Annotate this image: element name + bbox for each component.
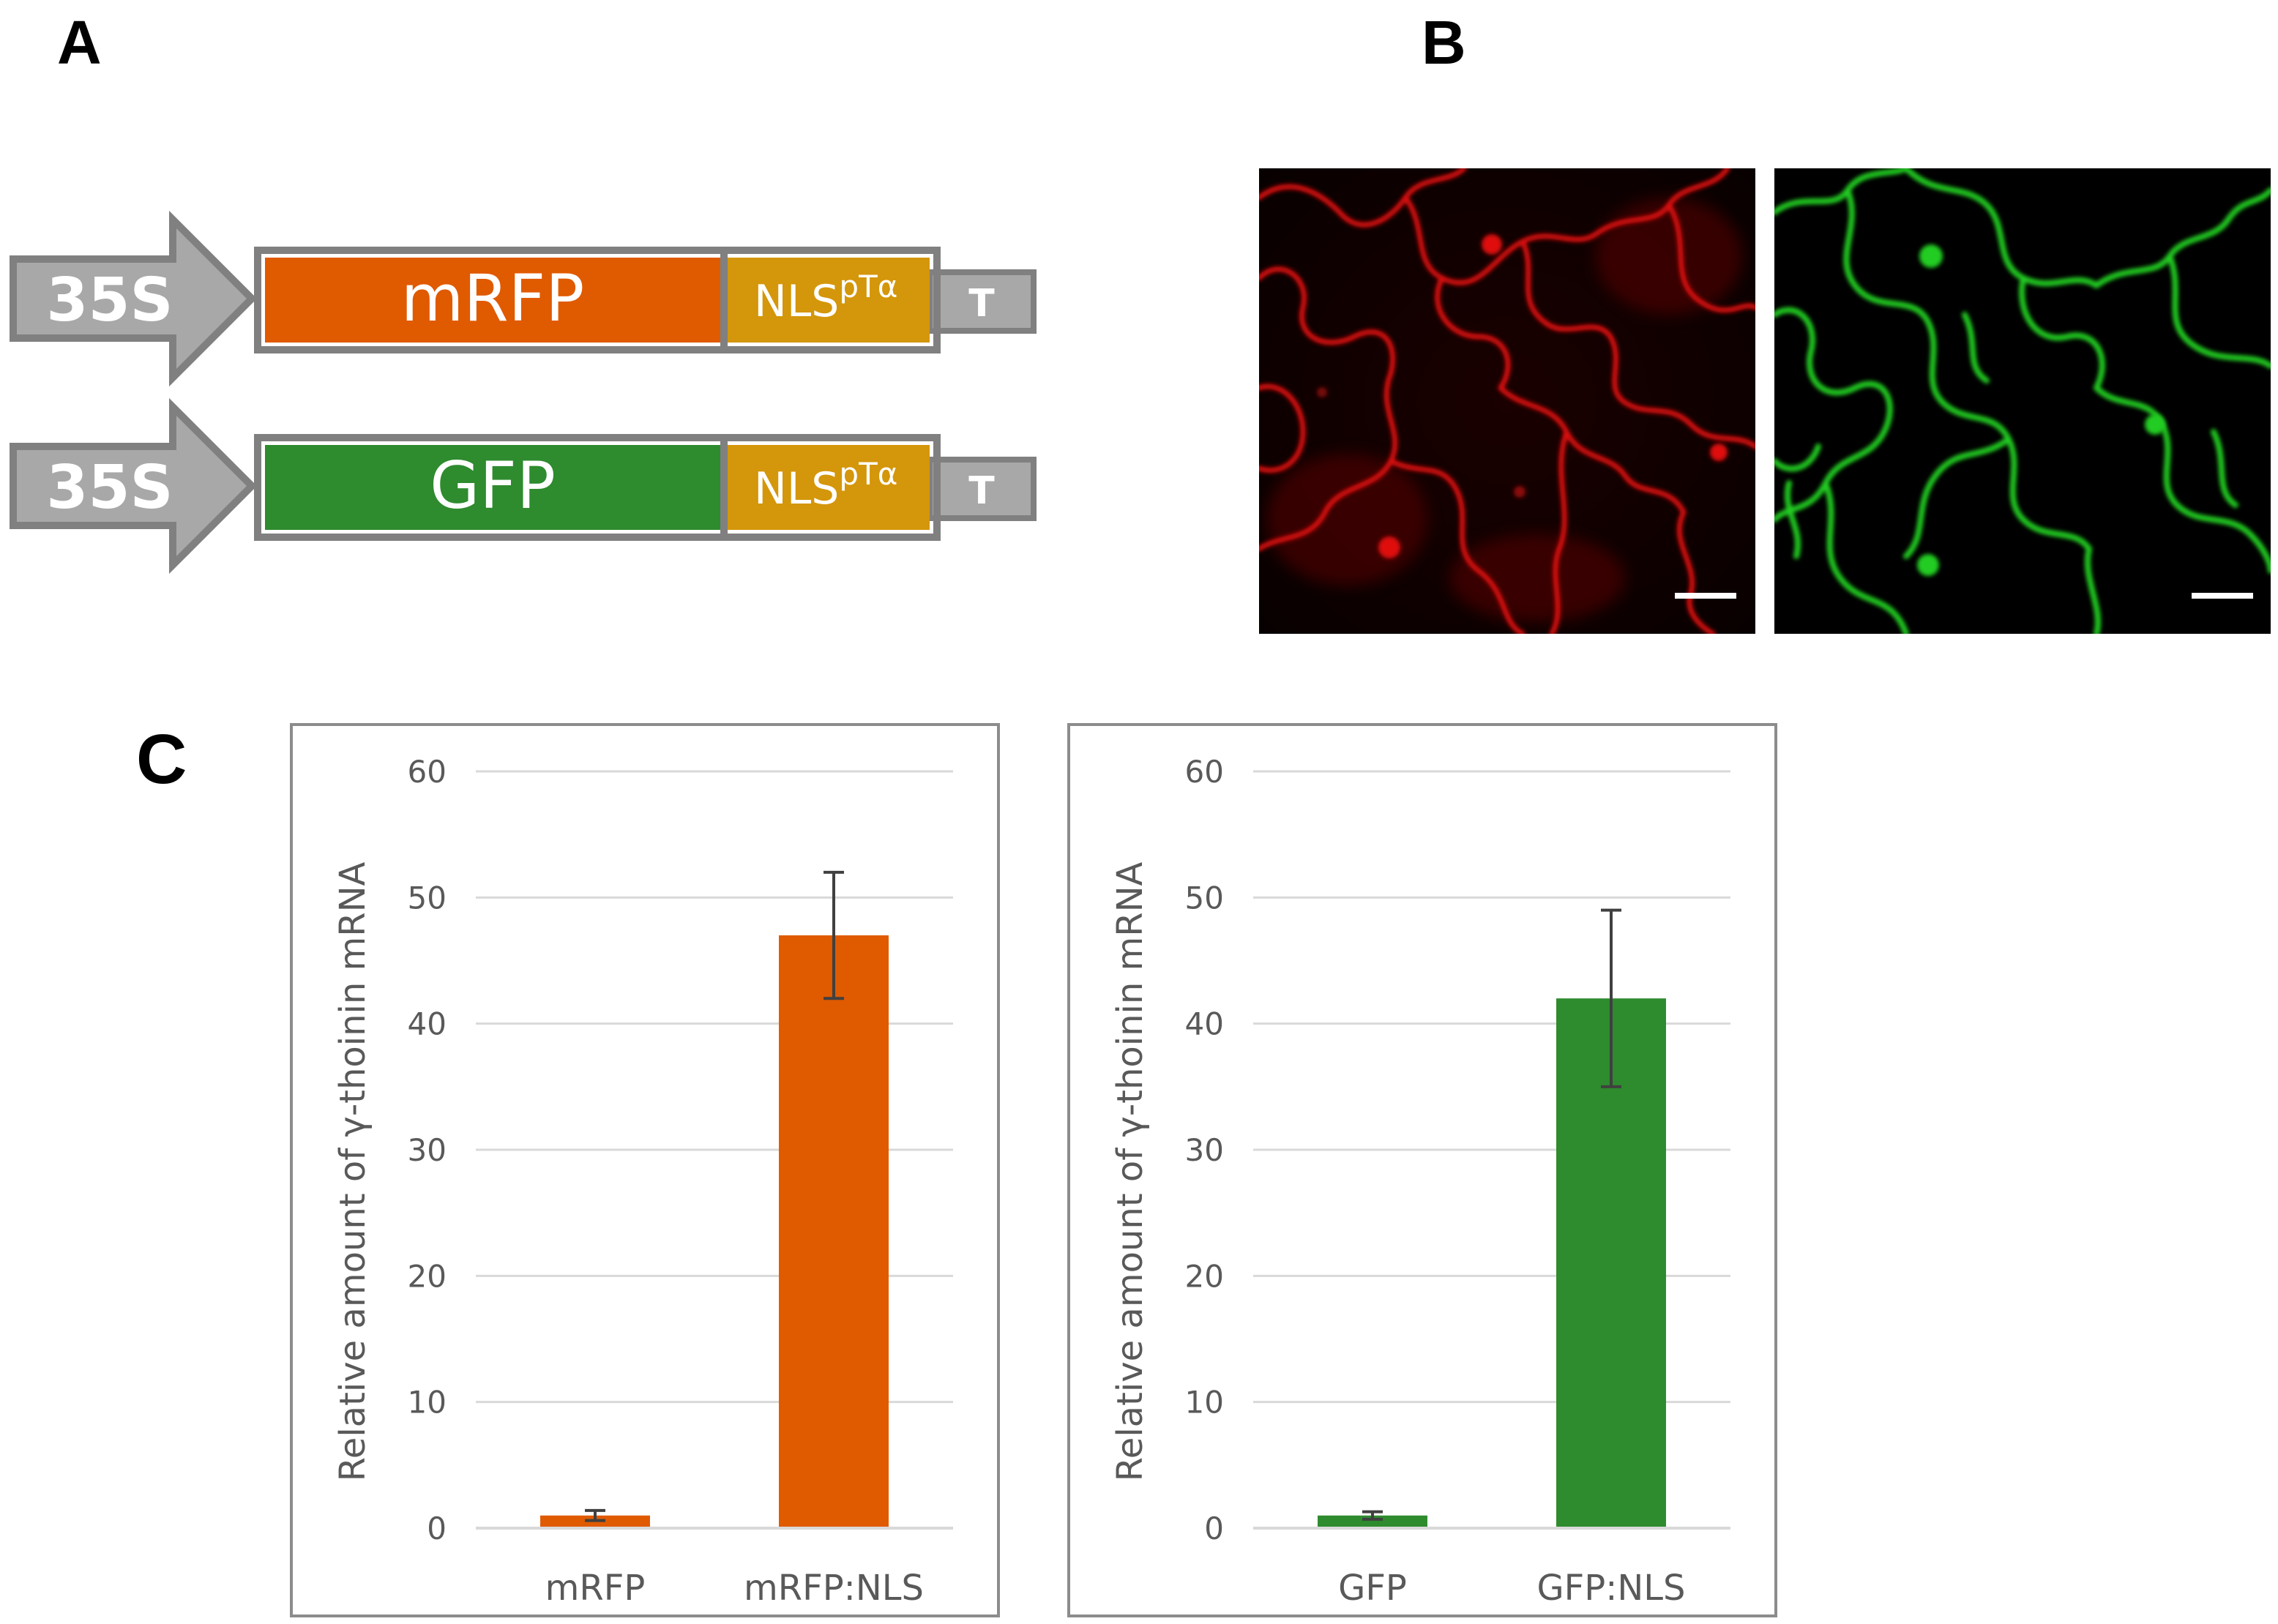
construct-outline	[254, 247, 941, 353]
scale-bar	[2192, 593, 2253, 599]
promoter-label: 35S	[46, 266, 173, 335]
construct-diagram: 35S T mRFP NLSpTα 35S T GFP NLSpTα	[10, 210, 1037, 575]
construct-row-1: 35S T mRFP NLSpTα	[10, 210, 1037, 387]
nls-box	[728, 258, 930, 343]
y-tick-label: 10	[408, 1385, 447, 1421]
nls-box	[728, 445, 930, 530]
bar	[1318, 1515, 1427, 1528]
nls-label: NLSpTα	[754, 269, 897, 327]
promoter-arrow	[10, 397, 258, 575]
microscopy-green-svg	[1774, 168, 2271, 634]
x-category-label: GFP:NLS	[1536, 1568, 1685, 1609]
panel-label-b: B	[1422, 8, 1466, 77]
reporter-label: GFP	[430, 448, 556, 523]
y-tick-label: 0	[1204, 1511, 1224, 1546]
promoter-arrow	[10, 210, 258, 387]
y-tick-label: 50	[1185, 880, 1224, 916]
reporter-label: mRFP	[401, 261, 585, 336]
promoter-label: 35S	[46, 453, 173, 523]
reporter-box	[265, 258, 720, 343]
y-tick-label: 50	[408, 880, 447, 916]
panel-label-c: C	[136, 720, 187, 798]
y-tick-label: 60	[408, 754, 447, 790]
terminator-label: T	[968, 469, 995, 513]
bar-chart-mrfp: 0 10 20 30 40 50 60 Relative amount of γ-thoini…	[290, 723, 1000, 1617]
microscopy-image-green	[1774, 168, 2271, 634]
bar-chart-gfp: 0 10 20 30 40 50 60 Relative amount of γ-thoini…	[1067, 723, 1777, 1617]
y-tick-label: 20	[408, 1258, 447, 1294]
bar-chart-mrfp-svg: 0 10 20 30 40 50 60 Relative amount of γ-thoini…	[332, 754, 953, 1609]
y-tick-label: 30	[408, 1132, 447, 1168]
y-tick-label: 20	[1185, 1258, 1224, 1294]
y-tick-label: 60	[1185, 754, 1224, 790]
x-category-label: GFP	[1338, 1568, 1407, 1609]
reporter-box	[265, 445, 720, 530]
nls-base: NLS	[754, 276, 839, 327]
scale-bar	[1675, 593, 1736, 599]
x-category-label: mRFP:NLS	[744, 1568, 924, 1609]
panel-label-a: A	[57, 8, 102, 77]
construct-outline	[254, 434, 941, 541]
y-axis-label: Relative amount of γ-thoinin mRNA	[1110, 861, 1151, 1481]
y-tick-label: 30	[1185, 1132, 1224, 1168]
microscopy-red-svg	[1259, 168, 1755, 634]
y-tick-label: 40	[1185, 1006, 1224, 1042]
y-tick-label: 40	[408, 1006, 447, 1042]
y-axis-label: Relative amount of γ-thoinin mRNA	[332, 861, 373, 1481]
terminator-label: T	[968, 282, 995, 326]
microscopy-image-red	[1259, 168, 1755, 634]
y-tick-label: 0	[427, 1511, 447, 1546]
bar	[779, 935, 889, 1528]
x-category-label: mRFP	[545, 1568, 646, 1609]
nls-superscript: pTα	[839, 456, 897, 492]
nls-superscript: pTα	[839, 269, 897, 304]
construct-row-2: 35S T GFP NLSpTα	[10, 397, 1037, 575]
bar-chart-gfp-svg: 0 10 20 30 40 50 60 Relative amount of γ-thoini…	[1110, 754, 1730, 1609]
nls-base: NLS	[754, 463, 839, 514]
y-tick-label: 10	[1185, 1385, 1224, 1421]
nls-label: NLSpTα	[754, 456, 897, 514]
